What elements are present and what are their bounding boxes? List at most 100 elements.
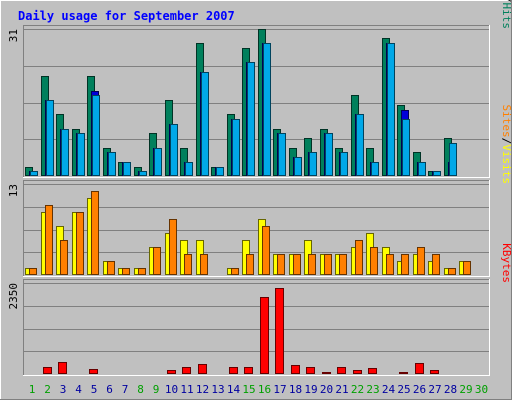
x-tick-day-5: 5: [91, 383, 98, 396]
bar-sites-day-27: [432, 254, 440, 275]
bar-kbytes-day-19: [306, 367, 315, 374]
bar-sites-day-2: [45, 205, 53, 275]
x-tick-day-14: 14: [227, 383, 241, 396]
bar-pages-day-19: [309, 152, 317, 176]
bar-kbytes-day-2: [43, 367, 52, 374]
bar-sites-day-25: [401, 254, 409, 275]
plot-area: [23, 25, 490, 178]
bar-sites-day-3: [60, 240, 68, 275]
bar-kbytes-day-27: [430, 370, 439, 374]
x-tick-day-11: 11: [180, 383, 193, 396]
x-tick-day-18: 18: [289, 383, 302, 396]
axis-label-separator: /: [500, 138, 512, 145]
bar-pages-day-6: [108, 152, 116, 176]
x-tick-day-23: 23: [366, 383, 379, 396]
bar-pages-day-4: [77, 133, 85, 176]
bar-pages-day-9: [154, 148, 162, 176]
bar-kbytes-day-14: [229, 367, 238, 374]
bar-kbytes-day-3: [58, 362, 67, 374]
x-tick-day-7: 7: [122, 383, 129, 396]
x-tick-day-15: 15: [242, 383, 255, 396]
x-tick-day-3: 3: [60, 383, 67, 396]
bar-kbytes-day-5: [89, 369, 98, 374]
x-tick-day-21: 21: [335, 383, 348, 396]
bar-kbytes-day-18: [291, 365, 300, 374]
x-tick-day-25: 25: [397, 383, 410, 396]
bar-sites-day-6: [107, 261, 115, 275]
bar-sites-day-18: [293, 254, 301, 275]
bar-sites-day-11: [184, 254, 192, 275]
bar-sites-day-15: [246, 254, 254, 275]
series-pages: [30, 43, 457, 176]
axis-label-kbytes: KBytes: [500, 243, 512, 283]
axis-label-hits: Pages/Files/Hits: [500, 0, 512, 29]
bar-kbytes-day-21: [337, 367, 346, 374]
bar-sites-day-16: [262, 226, 270, 275]
x-tick-day-27: 27: [428, 383, 441, 396]
bar-pages-day-14: [232, 119, 240, 176]
x-tick-day-28: 28: [444, 383, 457, 396]
panel-kbytes: 2350 KBytes: [7, 243, 512, 376]
y-max-label: 31: [7, 29, 20, 42]
panel-visits: 13 Sites/Visits: [7, 105, 512, 277]
bar-pages-day-2: [46, 100, 54, 176]
x-tick-day-8: 8: [137, 383, 144, 396]
bar-pages-day-3: [61, 129, 69, 176]
bar-kbytes-day-12: [198, 364, 207, 374]
x-tick-day-29: 29: [459, 383, 472, 396]
bar-sites-day-26: [417, 247, 425, 275]
bar-pages-day-12: [201, 72, 209, 176]
bar-kbytes-day-16: [260, 297, 269, 374]
bar-kbytes-day-25: [399, 372, 408, 374]
bar-pages-day-28: [449, 143, 457, 176]
x-tick-day-20: 20: [320, 383, 333, 396]
axis-label-visits: Visits: [500, 144, 512, 184]
axis-label-kbytes: KBytes: [500, 243, 512, 283]
bar-pages-day-15: [247, 62, 255, 176]
series-kbytes: [43, 288, 439, 374]
bar-sites-day-9: [153, 247, 161, 275]
bar-kbytes-day-15: [244, 367, 253, 374]
bar-sites-day-28: [448, 268, 456, 275]
x-tick-day-6: 6: [106, 383, 113, 396]
bar-kbytes-day-17: [275, 288, 284, 374]
x-tick-day-10: 10: [165, 383, 178, 396]
bar-kbytes-day-23: [368, 368, 377, 374]
axis-label-hits: Hits: [500, 3, 512, 30]
chart-title: Daily usage for September 2007: [18, 9, 235, 23]
bar-sites-day-12: [200, 254, 208, 275]
bar-kbytes-day-20: [322, 372, 331, 374]
y-max-label: 2350: [7, 283, 20, 310]
bar-sites-day-29: [463, 261, 471, 275]
bar-sites-day-14: [231, 268, 239, 275]
bar-pages-day-17: [278, 133, 286, 176]
bar-sites-day-22: [355, 240, 363, 275]
bar-pages-day-21: [340, 152, 348, 176]
x-tick-day-24: 24: [382, 383, 396, 396]
axis-label-separator: /: [500, 0, 512, 3]
series-sites: [29, 191, 471, 275]
x-tick-day-4: 4: [75, 383, 82, 396]
bar-sites-day-5: [91, 191, 99, 275]
bar-sites-day-1: [29, 268, 37, 275]
bar-kbytes-day-10: [167, 370, 176, 374]
x-tick-labels: 1 2 3 4 5 6 7 8 9 10 11 12 13 14 15 16 17 18 19 20 21 22 23 24 2…: [29, 383, 488, 396]
bar-pages-day-27: [433, 171, 441, 176]
bar-sites-day-21: [339, 254, 347, 275]
x-tick-day-9: 9: [153, 383, 160, 396]
bar-kbytes-day-26: [415, 363, 424, 374]
bar-kbytes-day-11: [182, 367, 191, 374]
bar-pages-day-7: [123, 162, 131, 176]
bar-sites-day-4: [76, 212, 84, 275]
x-tick-day-19: 19: [304, 383, 317, 396]
bar-sites-day-7: [122, 268, 130, 275]
bar-pages-day-20: [325, 133, 333, 176]
bar-sites-day-24: [386, 254, 394, 275]
bar-sites-day-17: [277, 254, 285, 275]
axis-label-sites: Sites: [500, 105, 512, 138]
bar-sites-day-20: [324, 254, 332, 275]
x-tick-day-1: 1: [29, 383, 36, 396]
